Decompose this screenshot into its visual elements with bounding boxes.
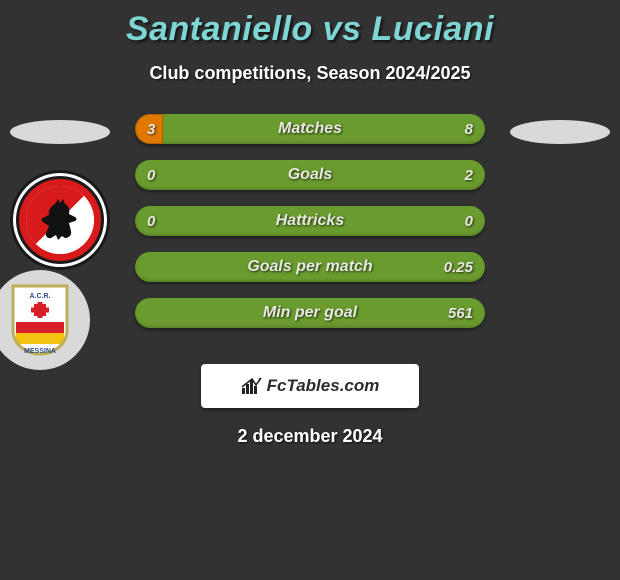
club-badge-left (10, 170, 110, 270)
branding-text: FcTables.com (267, 376, 380, 396)
date-line: 2 december 2024 (0, 426, 620, 447)
stat-bar: 3 8 Matches (135, 114, 485, 144)
stat-label: Goals per match (247, 258, 372, 276)
stat-label: Hattricks (276, 212, 344, 230)
stat-bar: 0.25 Goals per match (135, 252, 485, 282)
stat-value-left: 3 (147, 114, 155, 144)
page-title: Santaniello vs Luciani (0, 0, 620, 49)
stat-label: Matches (278, 120, 342, 138)
stat-bar: 561 Min per goal (135, 298, 485, 328)
stat-value-left: 0 (147, 206, 155, 236)
right-shadow-ellipse (510, 120, 610, 144)
stat-value-right: 2 (465, 160, 473, 190)
stat-value-right: 8 (465, 114, 473, 144)
club-badge-right: A.C.R. MESSINA (0, 270, 90, 370)
devil-silhouette-icon (37, 198, 83, 244)
stat-bars: 3 8 Matches 0 2 Goals 0 0 Hattricks 0.25 Goals per… (135, 114, 485, 344)
stat-bar: 0 2 Goals (135, 160, 485, 190)
comparison-stage: A.C.R. MESSINA 3 8 Matches 0 2 Goals 0 0 Hattric… (0, 114, 620, 354)
stat-value-right: 0.25 (444, 252, 473, 282)
subtitle: Club competitions, Season 2024/2025 (0, 63, 620, 84)
shield-icon: A.C.R. MESSINA (9, 282, 71, 358)
left-shadow-ellipse (10, 120, 110, 144)
bars-chart-icon (241, 376, 263, 396)
svg-text:MESSINA: MESSINA (24, 348, 56, 355)
branding-box: FcTables.com (201, 364, 419, 408)
svg-text:A.C.R.: A.C.R. (30, 293, 51, 300)
stat-label: Min per goal (263, 304, 357, 322)
stat-label: Goals (288, 166, 332, 184)
stat-value-right: 561 (448, 298, 473, 328)
stat-value-right: 0 (465, 206, 473, 236)
stat-bar: 0 0 Hattricks (135, 206, 485, 236)
stat-value-left: 0 (147, 160, 155, 190)
